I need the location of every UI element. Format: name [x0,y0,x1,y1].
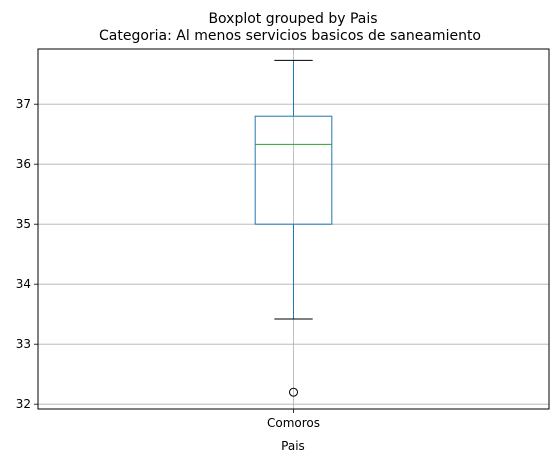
y-tick-label: 36 [16,157,31,171]
x-tick-label: Comoros [267,416,320,430]
x-axis: Comoros [267,409,320,430]
y-tick-label: 35 [16,217,31,231]
x-axis-label: Pais [281,439,305,453]
y-axis: 32 33 34 35 36 37 [16,97,38,411]
box-iqr [254,115,333,225]
y-tick-label: 37 [16,97,31,111]
chart-title: Boxplot grouped by Pais [208,11,377,27]
y-tick-label: 34 [16,277,31,291]
y-tick-label: 33 [16,337,31,351]
outlier-point [289,387,298,397]
chart-subtitle: Categoria: Al menos servicios basicos de… [99,28,481,44]
box-layer [254,59,333,397]
y-tick-label: 32 [16,397,31,411]
